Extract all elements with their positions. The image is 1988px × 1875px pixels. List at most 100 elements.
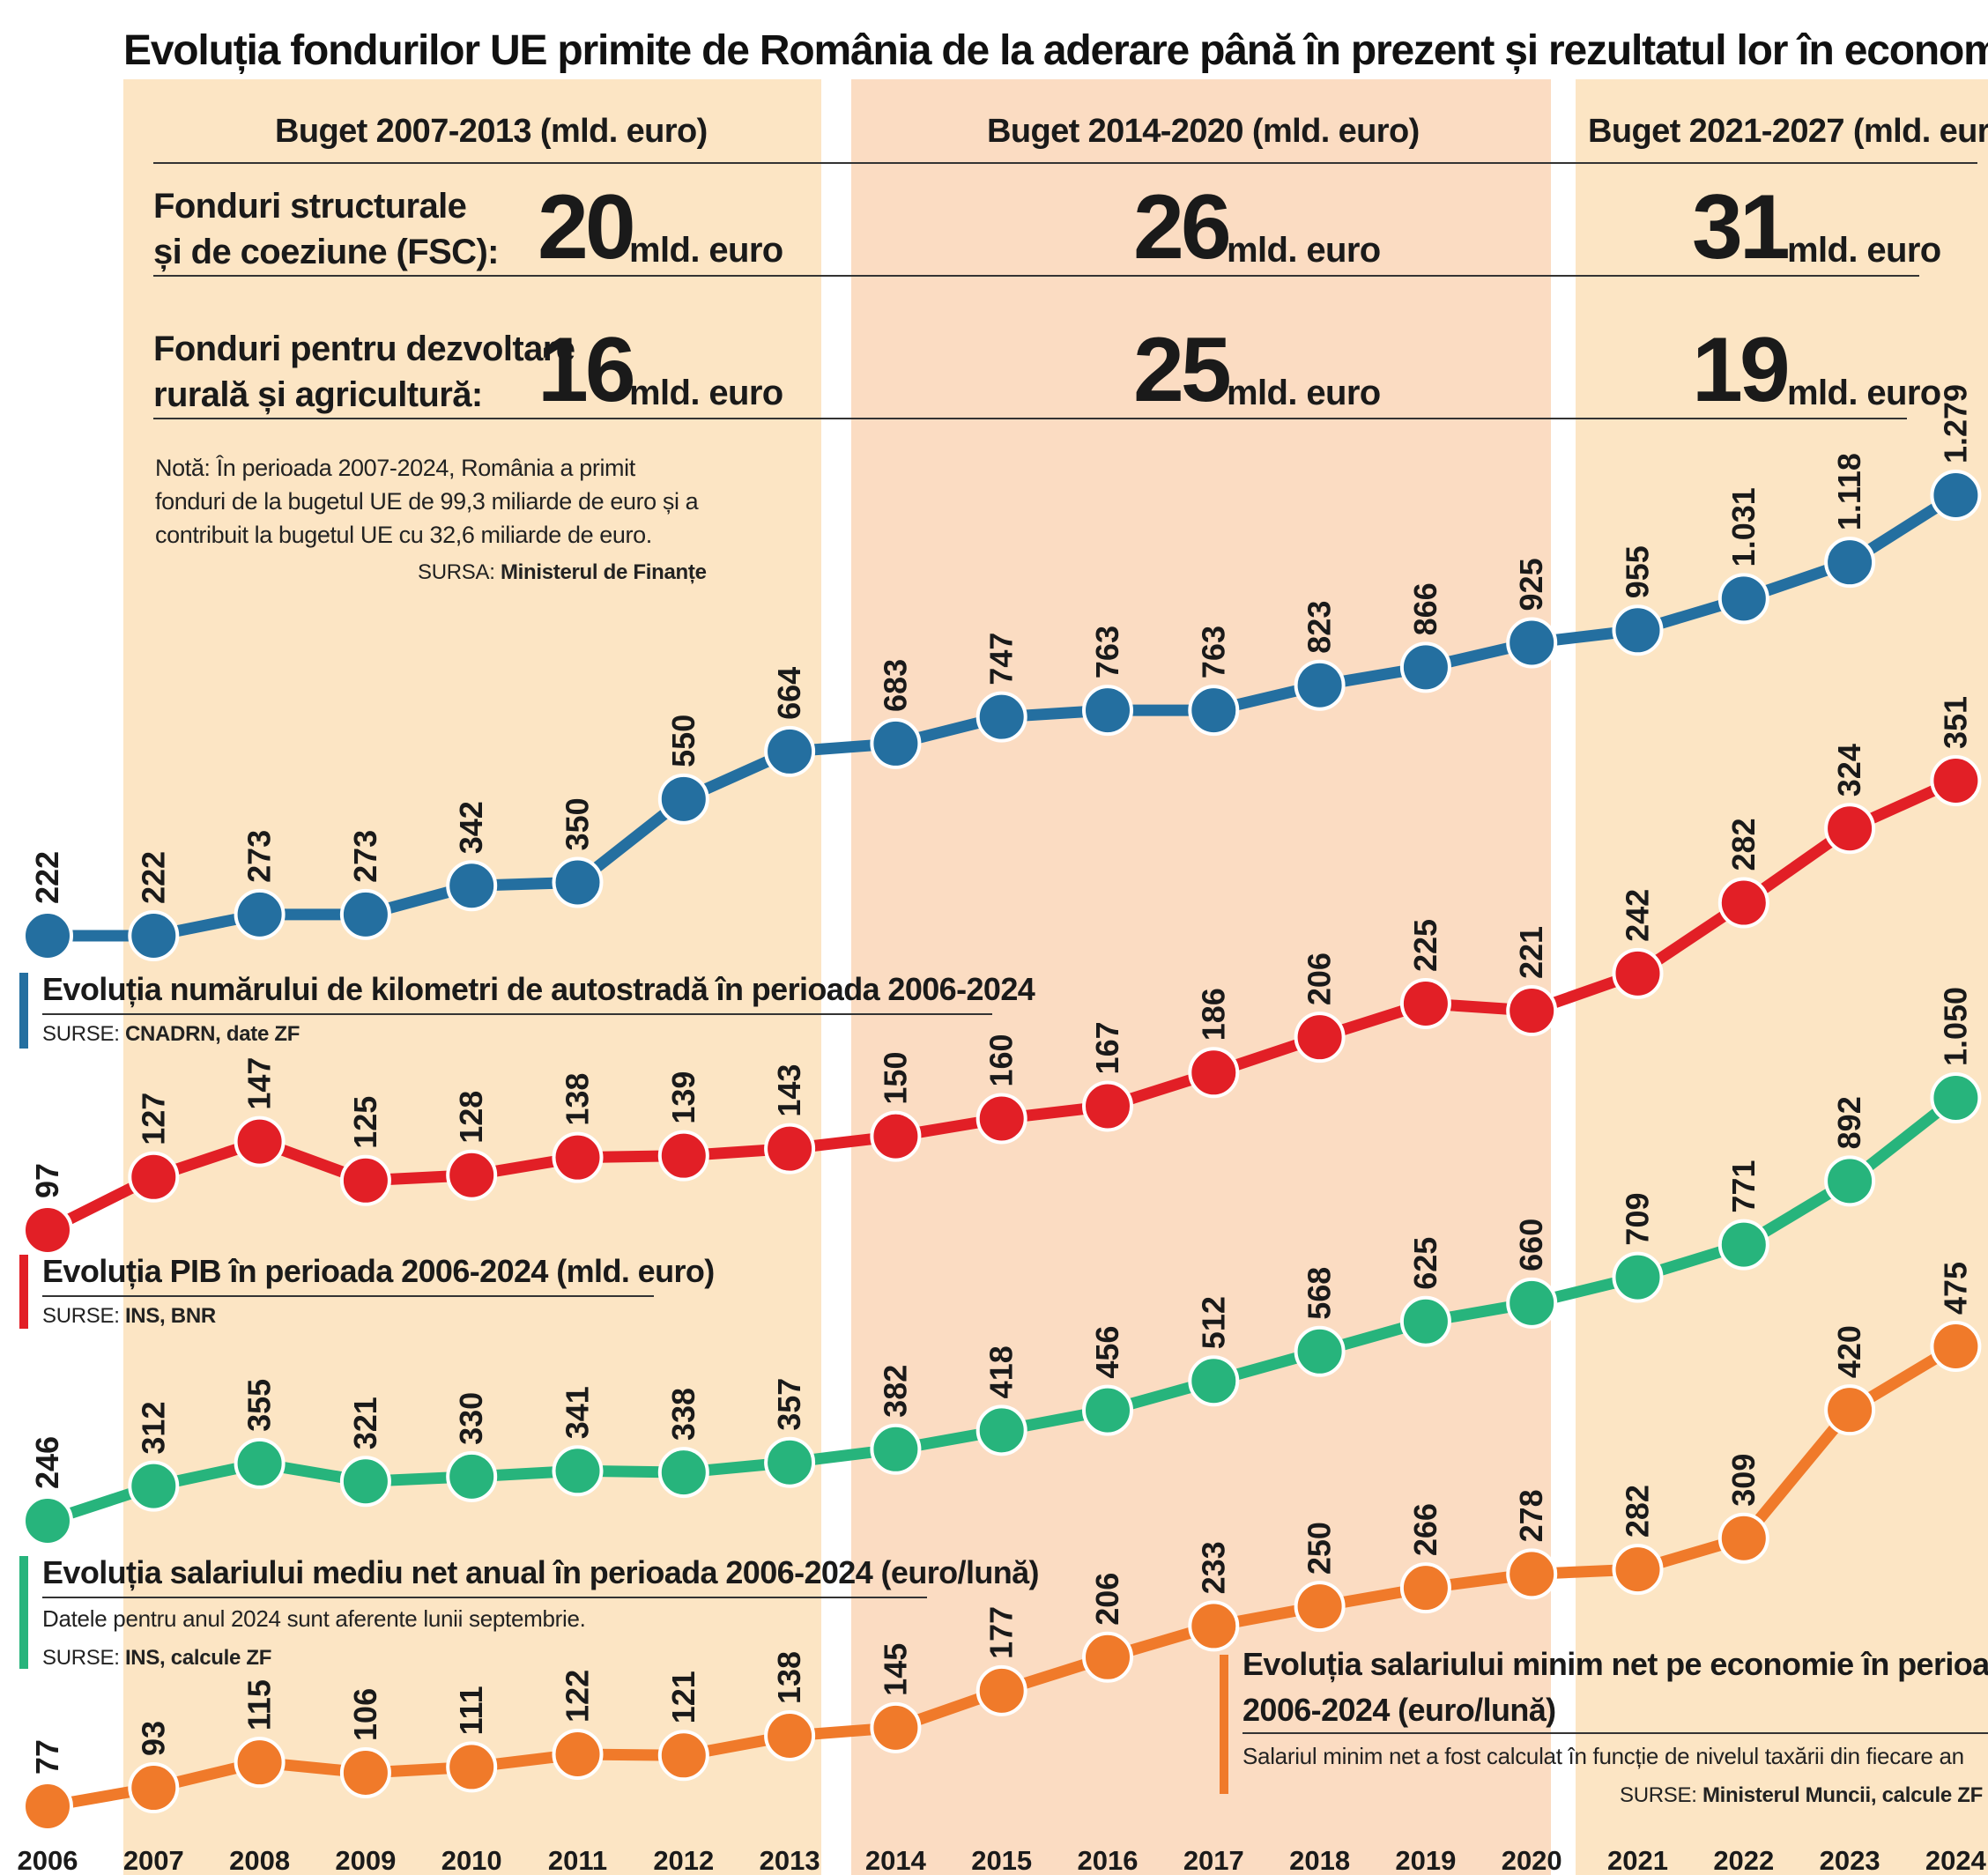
min-wage-point-2022 [1717, 1512, 1769, 1564]
motorway-source: SURSE: CNADRN, date ZF [42, 1022, 300, 1047]
min-wage-point-2013 [764, 1709, 816, 1761]
motorway-data-label-2021: 955 [1620, 545, 1656, 598]
min-wage-data-label-2015: 177 [983, 1606, 1020, 1659]
motorway-data-label-2009: 273 [347, 830, 383, 883]
fsc-unit-2014-2020: mld. euro [1227, 231, 1381, 270]
avg-wage-line [41, 1092, 1962, 1527]
motorway-title: Evoluția numărului de kilometri de autos… [42, 971, 1035, 1007]
min-wage-point-2024 [1930, 1321, 1982, 1372]
gdp-source: SURSE: INS, BNR [42, 1304, 216, 1329]
min-wage-title-underline [1242, 1732, 1988, 1734]
rural-unit-2007-2013: mld. euro [629, 374, 783, 412]
avg-wage-data-label-2024: 1.050 [1937, 987, 1973, 1066]
motorway-point-2010 [446, 860, 498, 912]
gdp-data-label-2016: 167 [1089, 1021, 1125, 1074]
fsc-label-line1: Fonduri structurale [153, 187, 467, 226]
rural-label-line2: rurală și agricultură: [153, 375, 483, 414]
avg-wage-title-underline [42, 1597, 927, 1598]
avg-wage-data-label-2007: 312 [135, 1402, 171, 1455]
x-tick-2012: 2012 [653, 1845, 714, 1875]
x-tick-2021: 2021 [1607, 1845, 1668, 1875]
motorway-data-label-2022: 1.031 [1725, 487, 1762, 567]
gdp-data-label-2012: 139 [665, 1071, 701, 1124]
gdp-data-label-2006: 97 [29, 1163, 65, 1198]
gdp-point-2011 [552, 1131, 604, 1183]
min-wage-data-label-2008: 115 [241, 1679, 278, 1730]
avg-wage-data-label-2017: 512 [1195, 1296, 1231, 1349]
min-wage-point-2016 [1082, 1631, 1133, 1683]
motorway-legend-bar [19, 973, 28, 1049]
gdp-point-2022 [1717, 877, 1769, 929]
motorway-data-label-2010: 342 [453, 801, 489, 854]
x-tick-2024: 2024 [1925, 1845, 1987, 1875]
rural-label-line1: Fonduri pentru dezvoltare [153, 330, 575, 368]
avg-wage-data-label-2013: 357 [771, 1378, 807, 1431]
x-tick-2008: 2008 [229, 1845, 290, 1875]
gdp-point-2012 [657, 1130, 709, 1182]
min-wage-point-2020 [1506, 1548, 1558, 1600]
motorway-data-label-2017: 763 [1195, 626, 1231, 678]
min-wage-point-2010 [446, 1741, 498, 1793]
min-wage-title-line1: Evoluția salariului minim net pe economi… [1242, 1646, 1988, 1682]
motorway-data-label-2006: 222 [29, 851, 65, 904]
fsc-label-line2: și de coeziune (FSC): [153, 233, 500, 271]
min-wage-point-2023 [1824, 1384, 1876, 1436]
fsc-value-2021-2027: 31 [1692, 176, 1791, 278]
avg-wage-point-2010 [446, 1450, 498, 1502]
motorway-point-2015 [975, 691, 1027, 743]
gdp-point-2020 [1506, 985, 1558, 1037]
min-wage-data-label-2022: 309 [1725, 1454, 1762, 1507]
min-wage-data-label-2024: 475 [1937, 1262, 1973, 1315]
motorway-data-label-2012: 550 [665, 715, 701, 767]
avg-wage-data-label-2021: 709 [1620, 1193, 1656, 1246]
min-wage-data-label-2014: 145 [877, 1643, 913, 1696]
motorway-data-label-2015: 747 [983, 633, 1020, 686]
avg-wage-data-label-2019: 625 [1407, 1237, 1443, 1290]
motorway-point-2016 [1082, 685, 1133, 737]
min-wage-data-label-2013: 138 [771, 1651, 807, 1704]
min-wage-point-2019 [1399, 1562, 1451, 1614]
min-wage-source-prefix: SURSE: [1620, 1783, 1702, 1807]
x-tick-2022: 2022 [1713, 1845, 1774, 1875]
x-tick-2017: 2017 [1183, 1845, 1244, 1875]
min-wage-data-label-2010: 111 [453, 1686, 489, 1735]
avg-wage-data-label-2008: 355 [241, 1379, 278, 1432]
gdp-data-label-2011: 138 [560, 1073, 596, 1126]
x-tick-2019: 2019 [1395, 1845, 1456, 1875]
band-2007-2013 [123, 79, 821, 1875]
min-wage-data-label-2017: 233 [1195, 1541, 1231, 1594]
x-tick-2015: 2015 [971, 1845, 1032, 1875]
fsc-unit-2007-2013: mld. euro [629, 231, 783, 270]
note-source-name: Ministerul de Finanțe [500, 560, 707, 584]
gdp-point-2006 [22, 1204, 73, 1256]
motorway-point-2009 [339, 888, 391, 940]
motorway-point-2022 [1717, 573, 1769, 625]
motorway-data-label-2024: 1.279 [1937, 384, 1973, 463]
min-wage-data-label-2011: 122 [560, 1670, 596, 1723]
header-divider [153, 162, 1977, 164]
gdp-data-label-2024: 351 [1937, 696, 1973, 749]
gdp-point-2021 [1612, 947, 1664, 999]
min-wage-point-2008 [234, 1737, 286, 1789]
gdp-point-2019 [1399, 977, 1451, 1029]
min-wage-data-label-2006: 77 [29, 1739, 65, 1775]
x-tick-2007: 2007 [123, 1845, 184, 1875]
gdp-data-label-2023: 324 [1831, 744, 1867, 797]
avg-wage-point-2014 [870, 1423, 922, 1475]
gdp-data-label-2009: 125 [347, 1096, 383, 1149]
gdp-point-2016 [1082, 1080, 1133, 1132]
budget-header-2021-2027: Buget 2021-2027 (mld. euro) [1588, 113, 1988, 150]
rural-unit-2021-2027: mld. euro [1787, 374, 1941, 412]
avg-wage-data-label-2020: 660 [1513, 1219, 1549, 1271]
min-wage-data-label-2021: 282 [1620, 1485, 1656, 1538]
fsc-unit-2021-2027: mld. euro [1787, 231, 1941, 270]
avg-wage-data-label-2016: 456 [1089, 1326, 1125, 1379]
note-line3: contribuit la bugetul UE cu 32,6 miliard… [155, 522, 652, 548]
min-wage-note: Salariul minim net a fost calculat în fu… [1242, 1743, 1964, 1769]
motorway-data-label-2016: 763 [1089, 626, 1125, 678]
gdp-data-label-2021: 242 [1620, 889, 1656, 942]
motorway-point-2024 [1930, 470, 1982, 521]
fsc-value-2014-2020: 26 [1133, 176, 1232, 278]
avg-wage-point-2007 [128, 1460, 180, 1512]
